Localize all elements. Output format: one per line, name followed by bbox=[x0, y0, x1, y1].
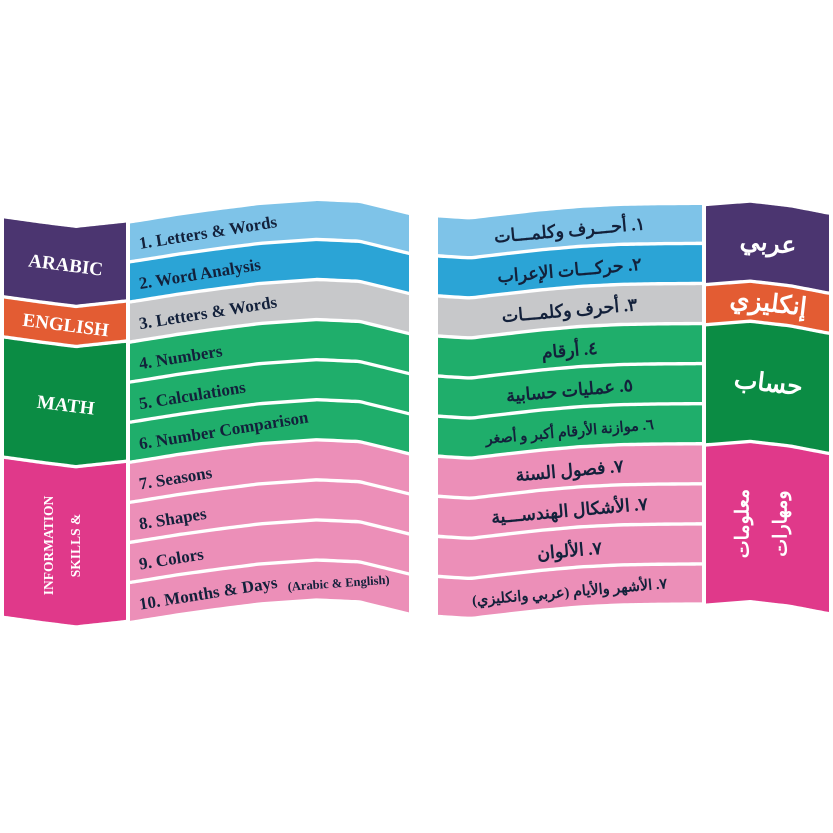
svg-text:SKILLS &: SKILLS & bbox=[68, 514, 83, 577]
svg-text:معلومات: معلومات bbox=[733, 489, 754, 558]
svg-text:INFORMATION: INFORMATION bbox=[41, 496, 56, 596]
svg-text:ومهارات: ومهارات bbox=[771, 490, 792, 556]
